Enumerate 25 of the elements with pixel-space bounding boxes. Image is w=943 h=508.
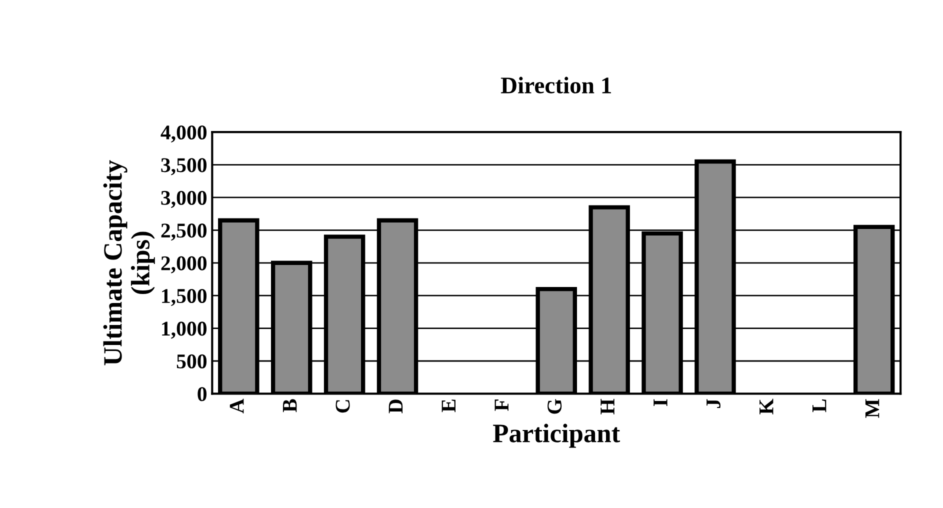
y-tick-label: 2,000 xyxy=(161,256,207,274)
x-tick-label: H xyxy=(600,398,614,414)
x-tick-label: D xyxy=(388,400,403,414)
y-tick-label: 500 xyxy=(176,354,207,368)
x-tick-label: L xyxy=(812,399,826,412)
x-tick-label: F xyxy=(494,400,508,411)
x-axis-title: Participant xyxy=(493,424,620,448)
x-tick-label: C xyxy=(336,400,350,413)
y-tick-label: 1,500 xyxy=(162,288,207,306)
y-axis-title: Ultimate Capacity (kips) xyxy=(103,160,155,366)
x-tick-label: G xyxy=(548,399,562,414)
x-tick-label: J xyxy=(706,399,720,408)
y-tick-label: 3,500 xyxy=(161,158,207,176)
y-tick-label: 4,000 xyxy=(160,125,207,143)
x-tick-label: E xyxy=(442,400,456,412)
chart-title: Direction 1 xyxy=(500,76,611,94)
x-tick-label: A xyxy=(230,398,244,414)
x-tick-label: B xyxy=(282,399,297,412)
y-tick-label: 2,500 xyxy=(161,224,207,241)
x-tick-label: I xyxy=(654,399,668,406)
y-tick-label: 3,000 xyxy=(161,190,207,208)
y-tick-label: 0 xyxy=(198,387,207,402)
x-tick-label: M xyxy=(865,399,880,418)
x-tick-label: K xyxy=(760,398,774,414)
y-tick-label: 1,000 xyxy=(162,322,207,339)
